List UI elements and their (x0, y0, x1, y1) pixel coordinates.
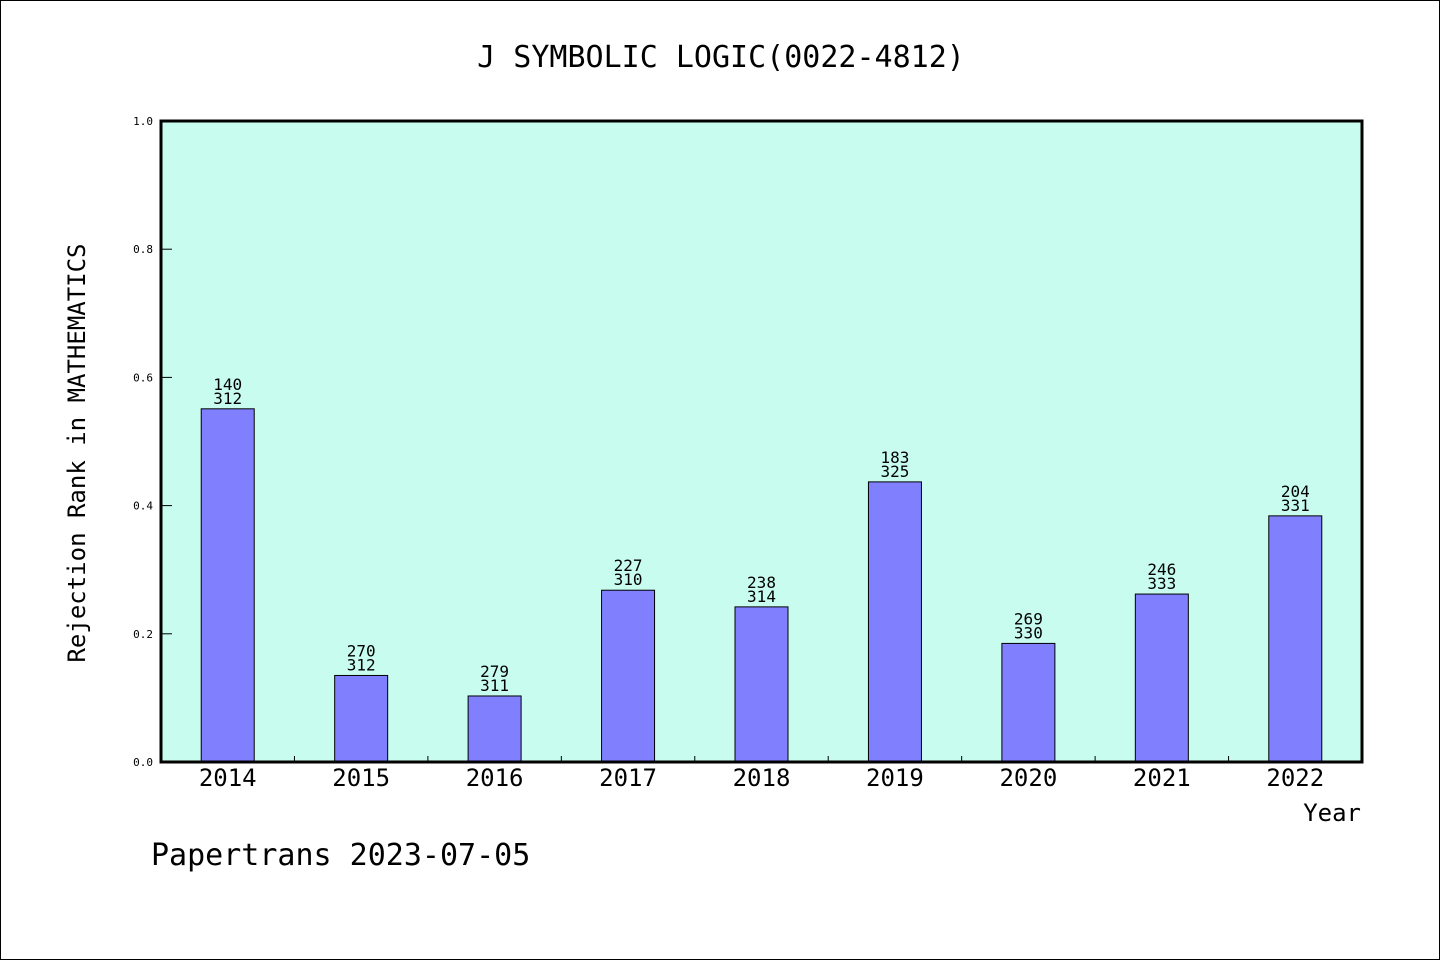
bar-rank-label: 227 (614, 556, 643, 575)
bar-total-label: 330 (1014, 623, 1043, 642)
bar (734, 606, 789, 763)
bar (1001, 642, 1056, 763)
x-tick-label: 2021 (1133, 764, 1191, 792)
bar-rank-label: 204 (1281, 482, 1310, 501)
bar-rank-label: 269 (1014, 609, 1043, 628)
bar-total-label: 312 (213, 389, 242, 408)
bar (1134, 593, 1189, 763)
bar-total-label: 311 (480, 676, 509, 695)
y-tick-label: 0.0 (133, 756, 153, 769)
y-tick-label: 1.0 (133, 115, 153, 128)
plot-frame (159, 119, 1364, 764)
y-axis-title: Rejection Rank in MATHEMATICS (63, 243, 91, 662)
bar-total-label: 325 (880, 462, 909, 481)
bar-rank-label: 279 (480, 662, 509, 681)
footer-text: Papertrans 2023-07-05 (151, 838, 530, 873)
bar-rank-label: 270 (347, 641, 376, 660)
chart-title: J SYMBOLIC LOGIC(0022-4812) (477, 40, 965, 75)
bar-rank-label: 183 (880, 448, 909, 467)
x-tick-label: 2019 (866, 764, 924, 792)
x-axis-title: Year (1303, 799, 1361, 827)
bar-total-label: 310 (614, 570, 643, 589)
y-tick-label: 0.4 (133, 500, 153, 513)
bar-total-label: 331 (1281, 496, 1310, 515)
x-tick-label: 2016 (466, 764, 524, 792)
bar (200, 408, 255, 763)
bar-rank-label: 246 (1147, 560, 1176, 579)
bar-rank-label: 238 (747, 573, 776, 592)
bar (467, 695, 522, 763)
y-tick-label: 0.8 (133, 243, 153, 256)
bar (867, 481, 922, 763)
x-tick-label: 2022 (1266, 764, 1324, 792)
bar (334, 674, 389, 763)
x-tick-label: 2018 (733, 764, 791, 792)
bar (601, 589, 656, 763)
y-tick-label: 0.6 (133, 371, 153, 384)
y-tick-label: 0.2 (133, 628, 153, 641)
bar-total-label: 314 (747, 587, 776, 606)
bars (200, 408, 1323, 763)
bar-total-label: 312 (347, 655, 376, 674)
bar-total-label: 333 (1147, 574, 1176, 593)
y-axis: 0.0 0.2 0.4 0.6 0.8 1.0 (133, 115, 172, 769)
x-tick-label: 2020 (999, 764, 1057, 792)
x-axis: 2014 2015 2016 2017 2018 2019 2020 2021 2022 (199, 756, 1324, 792)
x-tick-label: 2015 (332, 764, 390, 792)
x-tick-label: 2014 (199, 764, 257, 792)
x-tick-label: 2017 (599, 764, 657, 792)
bar (1268, 515, 1323, 763)
bar-rank-label: 140 (213, 375, 242, 394)
